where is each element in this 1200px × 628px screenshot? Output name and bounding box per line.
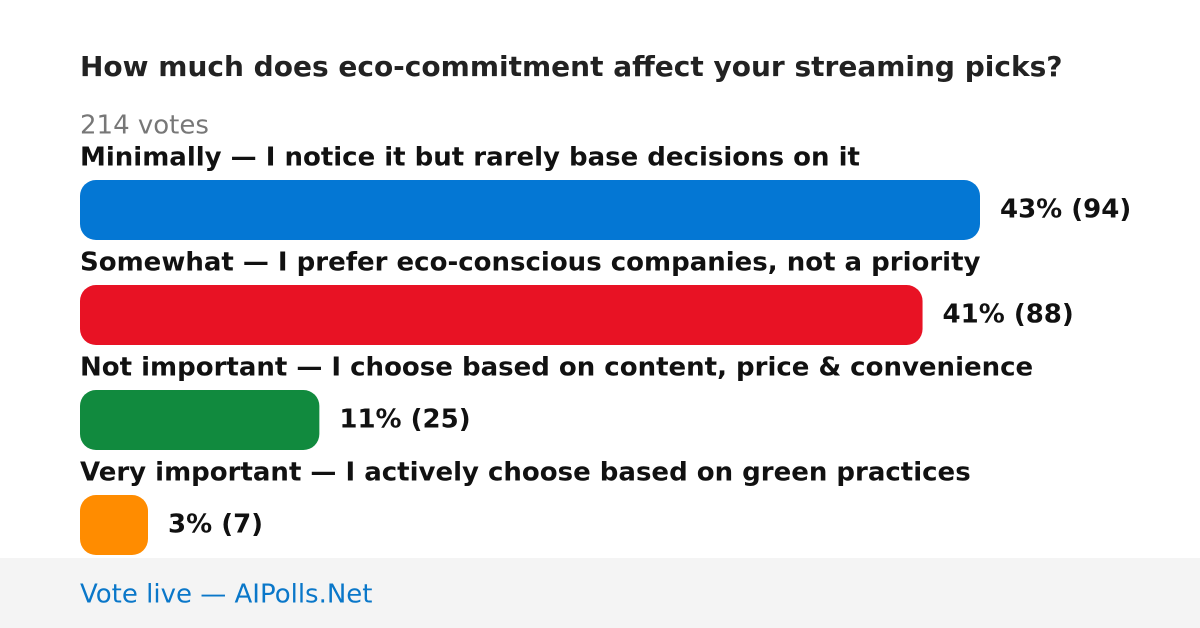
bar: [80, 390, 320, 450]
option-label: Not important — I choose based on conten…: [80, 353, 1033, 383]
vote-count: 214 votes: [80, 111, 209, 141]
option-label: Minimally — I notice it but rarely base …: [80, 143, 860, 173]
footer-link[interactable]: Vote live — AIPolls.Net: [80, 580, 373, 610]
bar: [80, 285, 923, 345]
value-label: 41% (88): [943, 300, 1074, 330]
value-label: 11% (25): [339, 405, 470, 435]
value-label: 3% (7): [168, 510, 263, 540]
option-label: Very important — I actively choose based…: [80, 458, 971, 488]
option-label: Somewhat — I prefer eco-conscious compan…: [80, 248, 981, 278]
value-label: 43% (94): [1000, 195, 1131, 225]
footer-band: [0, 558, 1200, 628]
poll-title: How much does eco-commitment affect your…: [80, 50, 1063, 83]
bar: [80, 495, 148, 555]
bar: [80, 180, 980, 240]
